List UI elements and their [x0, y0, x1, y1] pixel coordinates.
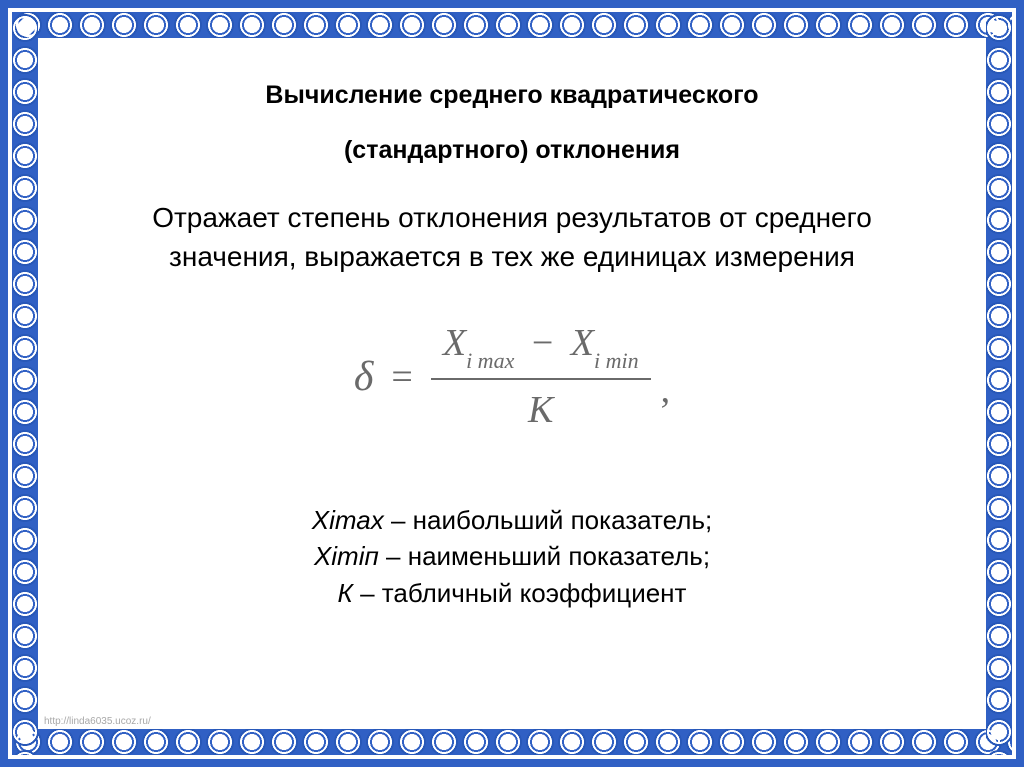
legend-line-1: Хiтах – наибольший показатель;	[312, 502, 712, 538]
formula-equals: =	[391, 355, 412, 399]
formula-numerator: Xi max − Xi min	[431, 321, 651, 378]
formula-fraction: Xi max − Xi min K	[431, 321, 651, 432]
pattern-border-bottom	[12, 729, 1012, 755]
pattern-border-top	[12, 12, 1012, 38]
formula-x2-sub: i min	[594, 348, 639, 373]
legend: Хiтах – наибольший показатель; Хiтiп – н…	[312, 502, 712, 611]
formula-x1-sub: i max	[466, 348, 514, 373]
slide-description: Отражает степень отклонения результатов …	[88, 198, 936, 276]
formula-x2-base: X	[571, 322, 594, 364]
title-line-1: Вычисление среднего квадратического	[265, 81, 758, 109]
legend-text-2: – наименьший показатель;	[379, 541, 710, 571]
formula: δ = Xi max − Xi min K ,	[354, 321, 670, 432]
pattern-border-right	[986, 12, 1012, 755]
formula-trailing-comma: ,	[661, 368, 671, 412]
legend-text-3: – табличный коэффициент	[353, 578, 687, 608]
legend-symbol-ximin: Хiтiп	[314, 541, 379, 571]
slide-content: Вычисление среднего квадратического (ста…	[38, 38, 986, 729]
legend-text-1: – наибольший показатель;	[384, 505, 713, 535]
title-line-2: (стандартного) отклонения	[344, 136, 680, 164]
slide-white-band: Вычисление среднего квадратического (ста…	[8, 8, 1016, 759]
legend-symbol-ximax: Хiтах	[312, 505, 384, 535]
legend-line-3: К – табличный коэффициент	[312, 575, 712, 611]
slide-outer-frame: Вычисление среднего квадратического (ста…	[0, 0, 1024, 767]
formula-denominator: K	[516, 380, 565, 432]
formula-minus: −	[532, 322, 553, 364]
pattern-border-left	[12, 12, 38, 755]
formula-delta-symbol: δ	[354, 353, 374, 401]
formula-x1-base: X	[443, 322, 466, 364]
slide-pattern-frame: Вычисление среднего квадратического (ста…	[12, 12, 1012, 755]
legend-line-2: Хiтiп – наименьший показатель;	[312, 538, 712, 574]
slide-title: Вычисление среднего квадратического (ста…	[265, 68, 758, 178]
legend-symbol-k: К	[338, 578, 353, 608]
watermark-url: http://linda6035.ucoz.ru/	[44, 716, 151, 727]
